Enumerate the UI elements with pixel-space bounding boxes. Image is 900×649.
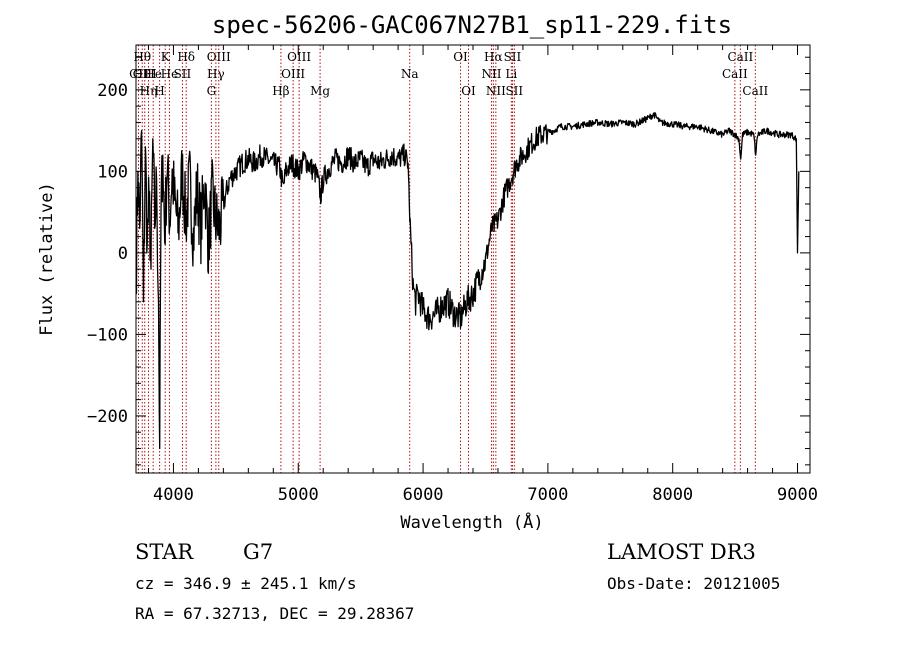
line-label-28: CaII (742, 84, 768, 98)
chart-title: spec-56206-GAC067N27B1_sp11-229.fits (212, 11, 732, 39)
x-tick-label: 6000 (403, 485, 444, 505)
line-label-9: Hδ (177, 50, 195, 64)
y-tick-label: 100 (97, 162, 128, 182)
line-label-19: OI (461, 84, 476, 98)
x-tick-label: 9000 (777, 485, 818, 505)
line-label-22: NII (486, 84, 506, 98)
object-class: STAR (135, 540, 194, 564)
line-label-5: H (154, 84, 164, 98)
line-label-6: K (161, 50, 171, 64)
line-label-12: OIII (207, 50, 231, 64)
line-label-1: Hθ (133, 50, 151, 64)
line-label-24: SII (504, 50, 522, 64)
survey-label: LAMOST DR3 (607, 540, 756, 564)
line-label-2: OIII (133, 67, 157, 81)
line-label-18: OI (453, 50, 468, 64)
y-tick-label: −200 (87, 407, 128, 427)
line-label-3: Hη (140, 84, 158, 98)
y-tick-label: −100 (87, 325, 128, 345)
redshift-cz: cz = 346.9 ± 245.1 km/s (135, 574, 357, 593)
line-label-17: Na (401, 67, 419, 81)
plot-frame (135, 44, 811, 474)
line-label-14: OIII (281, 67, 305, 81)
flux-series-line (135, 111, 800, 450)
line-label-13: Hβ (272, 84, 289, 98)
y-axis: −200 −100 0 100 200 (87, 56, 810, 466)
spectral-line-labels: CIIHθOIIIHηHeHKHeSIIHδGHγOIIIHβOIIIOIIIM… (129, 50, 768, 98)
x-tick-label: 4000 (153, 485, 194, 505)
line-label-10: G (207, 84, 217, 98)
line-label-26: CaII (722, 67, 748, 81)
line-label-7: He (161, 67, 179, 81)
x-tick-label: 8000 (652, 485, 693, 505)
obs-date: Obs-Date: 20121005 (607, 574, 780, 593)
line-label-20: NII (481, 67, 501, 81)
x-tick-label: 7000 (527, 485, 568, 505)
ra-dec-coordinates: RA = 67.32713, DEC = 29.28367 (135, 604, 414, 623)
x-axis: 4000 5000 6000 7000 8000 9000 (147, 45, 818, 505)
line-label-23: Li (505, 67, 517, 81)
line-label-16: Mg (310, 84, 330, 98)
y-axis-label: Flux (relative) (37, 182, 57, 336)
line-label-25: SII (505, 84, 523, 98)
object-subclass: G7 (243, 540, 273, 564)
x-axis-label: Wavelength (Å) (400, 511, 543, 533)
spectral-line-markers (137, 45, 756, 473)
y-tick-label: 0 (118, 244, 128, 264)
line-label-11: Hγ (207, 67, 225, 81)
y-tick-label: 200 (97, 81, 128, 101)
line-label-21: Hα (484, 50, 503, 64)
x-tick-label: 5000 (278, 485, 319, 505)
line-label-4: He (144, 67, 162, 81)
line-label-15: OIII (287, 50, 311, 64)
line-label-8: SII (174, 67, 192, 81)
line-label-27: CaII (727, 50, 753, 64)
